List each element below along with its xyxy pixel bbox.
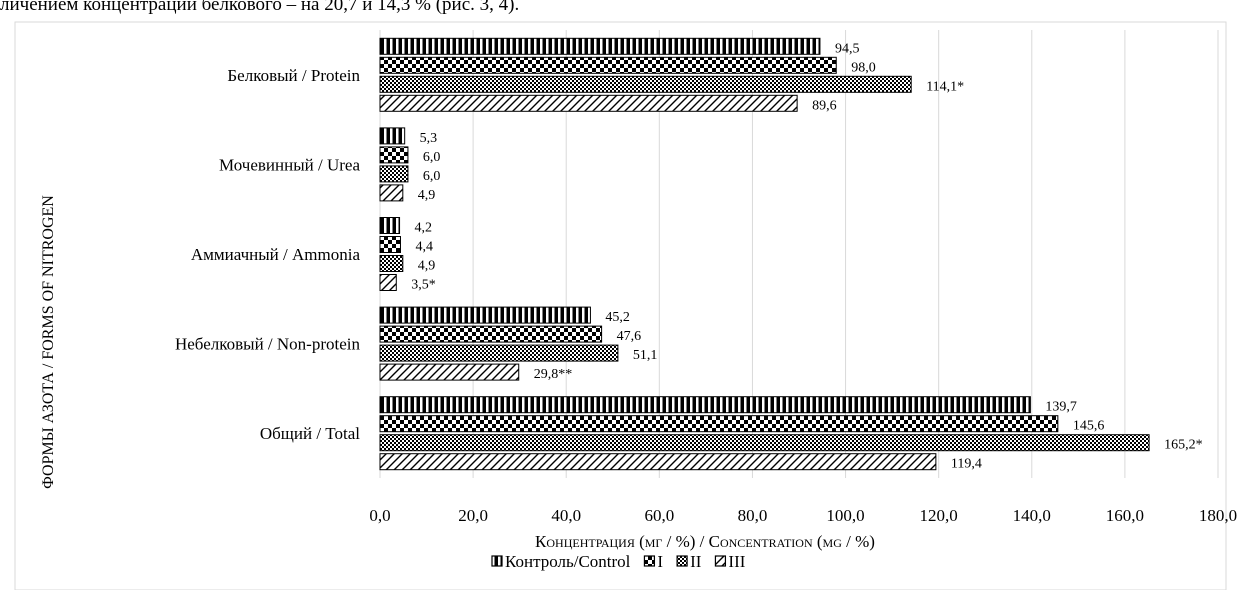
category-labels: Белковый / Protein Мочевинный / Urea Аммиа… [175,66,361,443]
category-label: Белковый / Protein [227,66,360,85]
x-tick-label: 140,0 [1013,506,1051,525]
bar [379,434,1150,452]
bar-value-label: 6,0 [423,169,441,184]
bar [379,306,591,324]
bar-value-label: 4,2 [415,221,433,236]
x-axis-title: Концентрация (мг / %) / Concentration (m… [535,532,875,551]
bar [379,165,409,183]
bar [379,236,401,253]
category-label: Общий / Total [260,424,360,443]
bar [379,127,406,145]
bar-value-label: 5,3 [420,131,438,146]
bar [379,415,1059,433]
bar [379,56,837,74]
bar [379,255,404,272]
value-labels: 94,5 98,0 114,1* 89,6 5,3 6,0 6,0 4,9 4,2 4,4 4,9 3… [411,41,1202,471]
bar-value-label: 119,4 [951,457,982,472]
legend-label: Контроль/Control [505,552,631,571]
bar [379,217,401,234]
bar [379,344,619,362]
legend-label: III [728,552,745,571]
bar-value-label: 114,1* [926,79,964,94]
category-label: Небелковый / Non-protein [175,335,361,354]
bar-value-label: 45,2 [605,310,630,325]
bar [379,75,912,93]
x-tick-label: 80,0 [738,506,768,525]
x-tick-label: 100,0 [826,506,864,525]
legend-swatch [676,555,688,567]
legend-swatch [643,555,656,567]
x-tick-labels: 0,0 20,0 40,0 60,0 80,0 100,0 120,0 140,0 160,0 1… [369,506,1237,525]
bar-value-label: 139,7 [1045,400,1077,415]
y-axis-title: ФОРМЫ АЗОТА / FORMS OF NITROGEN [40,195,57,489]
bar [379,274,397,291]
x-tick-label: 180,0 [1199,506,1237,525]
bar [379,146,409,164]
bar [379,453,937,471]
bar [379,37,821,55]
legend-swatch [714,555,727,567]
legend-swatch [491,555,503,567]
caption-fragment: личением концентрации белкового – на 20,… [0,0,520,15]
x-tick-label: 60,0 [644,506,674,525]
bar [379,184,404,202]
bar [379,325,603,343]
bar-value-label: 51,1 [633,348,658,363]
legend-label: I [657,552,663,571]
bar-value-label: 3,5* [411,278,436,293]
bar-value-label: 6,0 [423,150,441,165]
bar-value-label: 4,9 [418,259,436,274]
bar-value-label: 89,6 [812,98,837,113]
category-label: Аммиачный / Ammonia [191,245,361,264]
bar [379,94,798,112]
bar-value-label: 29,8** [534,367,573,382]
x-tick-label: 0,0 [369,506,390,525]
bar-value-label: 145,6 [1073,419,1105,434]
bar [379,396,1031,414]
legend: Контроль/Control I II III [491,552,746,571]
bar [379,363,520,381]
x-tick-label: 40,0 [551,506,581,525]
bar-value-label: 98,0 [851,60,876,75]
legend-label: II [690,552,702,571]
x-tick-label: 20,0 [458,506,488,525]
category-label: Мочевинный / Urea [219,155,360,174]
x-tick-label: 120,0 [920,506,958,525]
bar-value-label: 4,4 [415,240,433,255]
bar-value-label: 94,5 [835,41,860,56]
x-tick-label: 160,0 [1106,506,1144,525]
bars [379,37,1150,471]
bar-value-label: 165,2* [1164,438,1203,453]
bar-value-label: 4,9 [418,188,436,203]
bar-value-label: 47,6 [617,329,642,344]
chart-frame [14,21,1227,590]
